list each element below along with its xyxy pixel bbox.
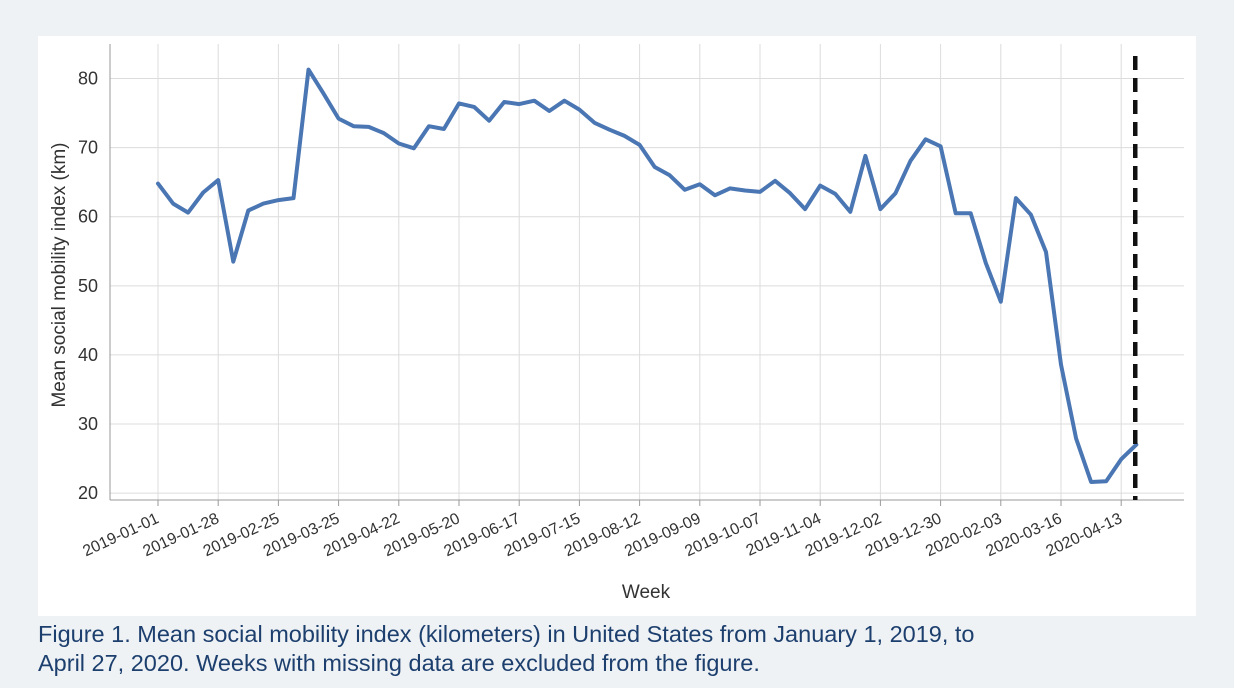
data-point [924, 137, 928, 141]
data-point [893, 191, 897, 195]
data-point [171, 202, 175, 206]
data-point [1089, 480, 1093, 484]
data-point [878, 207, 882, 211]
data-point [743, 188, 747, 192]
data-point [1014, 196, 1018, 200]
y-tick-label: 30 [78, 414, 98, 434]
data-point [1029, 213, 1033, 217]
data-point [291, 196, 295, 200]
series-layer [156, 67, 1139, 484]
data-point [307, 68, 311, 72]
data-point [1044, 250, 1048, 254]
data-point [382, 131, 386, 135]
data-point [427, 124, 431, 128]
data-point [592, 121, 596, 125]
data-point [638, 143, 642, 147]
data-point [1104, 479, 1108, 483]
data-point [216, 178, 220, 182]
data-point [472, 105, 476, 109]
y-tick-label: 50 [78, 276, 98, 296]
data-point [457, 101, 461, 105]
data-point [668, 173, 672, 177]
data-point [803, 207, 807, 211]
data-point [713, 193, 717, 197]
data-point [532, 99, 536, 103]
data-point [487, 119, 491, 123]
data-point [562, 99, 566, 103]
data-point [1059, 363, 1063, 367]
data-point [231, 260, 235, 264]
data-point [683, 188, 687, 192]
y-tick-label: 70 [78, 138, 98, 158]
y-tick-label: 80 [78, 69, 98, 89]
data-point [246, 209, 250, 213]
x-axis-title: Week [622, 582, 671, 603]
data-point [969, 211, 973, 215]
data-point [698, 182, 702, 186]
axis-layer: 203040506070802019-01-012019-01-282019-0… [78, 44, 1184, 560]
data-point [517, 102, 521, 106]
data-point [412, 146, 416, 150]
data-point [863, 154, 867, 158]
data-point [1119, 457, 1123, 461]
data-point [653, 165, 657, 169]
data-point [352, 124, 356, 128]
figure-caption: Figure 1. Mean social mobility index (ki… [38, 620, 1218, 678]
data-point [818, 184, 822, 188]
y-tick-label: 40 [78, 345, 98, 365]
data-point [623, 134, 627, 138]
data-point [502, 100, 506, 104]
y-axis-title: Mean social mobility index (km) [49, 142, 70, 407]
data-point [954, 211, 958, 215]
line-chart: 203040506070802019-01-012019-01-282019-0… [49, 44, 1184, 603]
data-point [758, 190, 762, 194]
data-point [547, 109, 551, 113]
data-point [186, 211, 190, 215]
data-point [337, 117, 341, 121]
data-point [999, 300, 1003, 304]
data-point [833, 192, 837, 196]
data-point [608, 128, 612, 132]
data-point [728, 186, 732, 190]
chart-panel: 20 30 40 50 60 70 80 2019-01-01 2019-01-28 2019-0… [38, 36, 1196, 616]
data-point [984, 261, 988, 265]
caption-line-1: Figure 1. Mean social mobility index (ki… [38, 621, 975, 647]
grid-layer [110, 44, 1184, 500]
series-line [156, 67, 1139, 484]
y-tick-label: 60 [78, 207, 98, 227]
data-point [577, 108, 581, 112]
data-point [442, 127, 446, 131]
data-point [322, 92, 326, 96]
data-point [156, 182, 160, 186]
data-point [909, 159, 913, 163]
data-point [773, 179, 777, 183]
data-point [848, 210, 852, 214]
data-point [201, 191, 205, 195]
data-point [788, 191, 792, 195]
data-point [261, 202, 265, 206]
y-tick-label: 20 [78, 483, 98, 503]
data-point [939, 144, 943, 148]
data-point [1074, 437, 1078, 441]
data-point [367, 125, 371, 129]
data-point [397, 141, 401, 145]
caption-line-2: April 27, 2020. Weeks with missing data … [38, 650, 760, 676]
data-point [276, 198, 280, 202]
